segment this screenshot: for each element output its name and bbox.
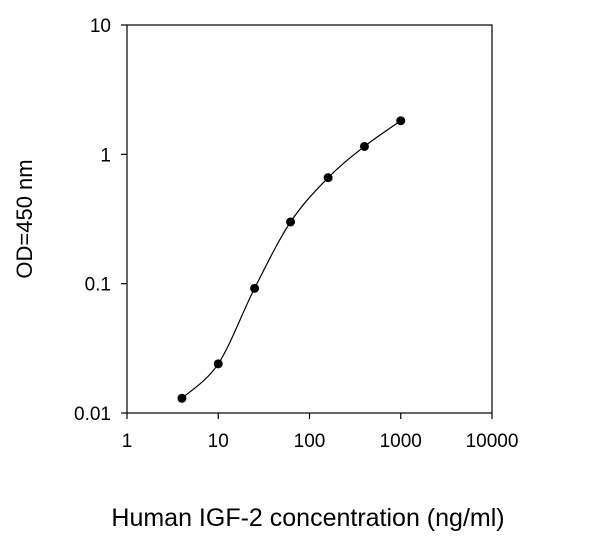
- y-axis-tick-labels: 0.01 0.1 1 10: [74, 16, 111, 425]
- y-tick-label: 0.1: [85, 275, 111, 296]
- x-tick-label: 10: [208, 431, 229, 452]
- y-tick-label: 10: [90, 16, 111, 37]
- data-point: [286, 217, 296, 227]
- y-tick-label: 0.01: [74, 404, 111, 425]
- data-point: [396, 116, 406, 126]
- data-point: [323, 173, 333, 183]
- data-point: [213, 359, 223, 369]
- data-point: [359, 141, 369, 151]
- series-layer: [177, 116, 406, 403]
- x-axis-title: Human IGF-2 concentration (ng/ml): [111, 504, 504, 532]
- series-line: [181, 120, 402, 399]
- x-tick-label: 10000: [466, 431, 519, 452]
- plot-area-frame: [126, 24, 493, 414]
- x-tick-label: 1: [122, 431, 133, 452]
- x-axis-ticks: [126, 413, 493, 419]
- y-axis-title: OD=450 nm: [12, 159, 37, 278]
- x-tick-label: 1000: [380, 431, 422, 452]
- data-point: [177, 393, 187, 403]
- y-tick-label: 1: [100, 145, 111, 166]
- data-point: [250, 283, 260, 293]
- y-axis-ticks: [121, 24, 127, 414]
- x-axis-tick-labels: 1 10 100 1000 10000: [122, 431, 519, 452]
- x-tick-label: 100: [294, 431, 326, 452]
